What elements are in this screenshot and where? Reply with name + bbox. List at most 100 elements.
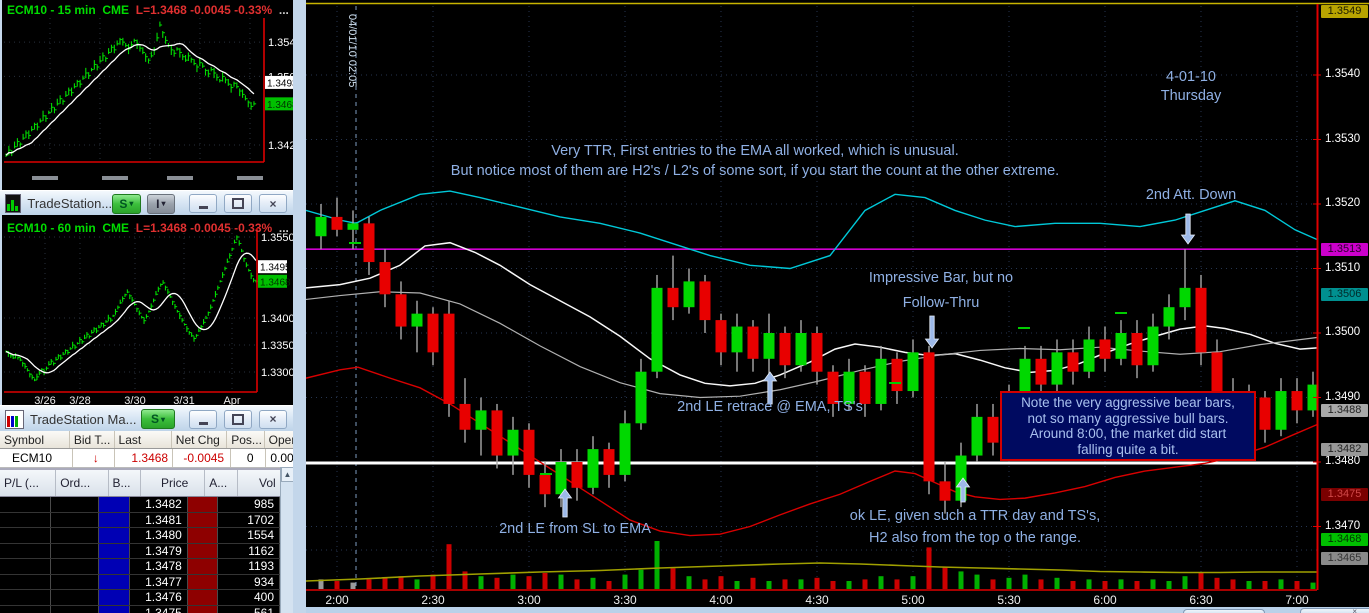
ask-cell[interactable] <box>187 574 219 589</box>
price-cell: 1.3476 <box>129 590 188 605</box>
ask-cell[interactable] <box>187 590 219 605</box>
minimize-icon <box>198 206 208 209</box>
order-cell <box>51 543 100 558</box>
column-header[interactable]: Last <box>115 431 172 448</box>
ladder-row[interactable]: 1.3482 985 <box>0 497 280 513</box>
date-tick-label: 3/30 <box>124 395 145 405</box>
ladder-row[interactable]: 1.3480 1554 <box>0 528 280 544</box>
quote-table-header: Symbol Bid T... Last Net Chg Pos... Open <box>0 431 293 449</box>
ladder-row[interactable]: 1.3479 1162 <box>0 543 280 559</box>
close-button[interactable]: × <box>259 409 287 429</box>
bid-cell[interactable] <box>99 543 130 558</box>
column-header[interactable]: B... <box>109 470 142 496</box>
axis-tick-label: 1.3480 <box>1325 455 1361 467</box>
ladder-header: P/L (... Ord... B... Price A... Vol <box>0 468 293 497</box>
ask-cell[interactable] <box>187 528 219 543</box>
column-header[interactable]: Price <box>141 470 206 496</box>
up-arrow-marker <box>557 488 573 518</box>
vol-cell: 1162 <box>218 543 280 558</box>
close-icon: × <box>269 412 277 426</box>
column-header[interactable]: Vol <box>259 476 276 490</box>
column-header[interactable]: Symbol <box>0 431 70 448</box>
pl-cell <box>0 497 52 512</box>
vol-cell: 1554 <box>218 528 280 543</box>
minimize-button[interactable] <box>189 409 217 429</box>
restore-icon <box>232 413 244 425</box>
ladder-row[interactable]: 1.3476 400 <box>0 590 280 606</box>
column-header[interactable]: P/L (... <box>0 470 57 496</box>
background-window-fragment[interactable] <box>1183 609 1265 613</box>
gridlines <box>306 6 1317 589</box>
price-cell: 1.3477 <box>129 574 188 589</box>
column-header[interactable]: Bid T... <box>70 431 115 448</box>
pl-cell <box>0 559 52 574</box>
upper_band-line <box>306 190 1318 270</box>
column-header[interactable]: Net Chg <box>172 431 228 448</box>
price-tag <box>258 260 287 274</box>
close-icon: × <box>269 196 277 211</box>
ladder-row[interactable]: 1.3475 561 <box>0 605 280 613</box>
bid-cell[interactable] <box>99 497 130 512</box>
ask-cell[interactable] <box>187 497 219 512</box>
ask-cell[interactable] <box>187 605 219 613</box>
restore-button[interactable] <box>224 409 252 429</box>
price-tag: 1.3482 <box>1321 442 1368 456</box>
window-title: TradeStation Ma... <box>30 411 137 427</box>
price-cell: 1.3481 <box>129 512 188 527</box>
pl-cell <box>0 543 52 558</box>
vol-cell: 934 <box>218 574 280 589</box>
bid-cell[interactable] <box>99 559 130 574</box>
down-arrow-marker <box>924 315 940 349</box>
column-header[interactable]: A... <box>205 470 238 496</box>
chart-window-5min: 04/01/10 02:05 Very TTR, First entries t… <box>306 0 1369 613</box>
column-header[interactable]: Pos... <box>227 431 265 448</box>
ladder-row[interactable]: 1.3477 934 <box>0 574 280 590</box>
volume-ma-line <box>306 562 1317 582</box>
position-cell: 0 <box>231 449 267 467</box>
axis-tick-label: 1.3350 <box>261 340 295 352</box>
bid-cell[interactable] <box>99 605 130 613</box>
vol-cell: 1702 <box>218 512 280 527</box>
bid-cell[interactable] <box>99 512 130 527</box>
ladder-row[interactable]: 1.3481 1702 <box>0 512 280 528</box>
close-button[interactable]: × <box>259 194 287 213</box>
ask-cell[interactable] <box>187 543 219 558</box>
bid-cell[interactable] <box>99 528 130 543</box>
column-header[interactable]: Ord... <box>56 470 109 496</box>
pl-cell <box>0 528 52 543</box>
axis-tick-label: 1.3510 <box>1325 261 1361 274</box>
matrix-window-titlebar[interactable]: TradeStation Ma... S ▾ × <box>0 405 293 433</box>
date-tick-label: 3/31 <box>173 395 194 405</box>
quote-row-ecm10[interactable]: ECM10 ↓ 1.3468 -0.0045 0 0.00 <box>0 449 293 468</box>
restore-button[interactable] <box>224 194 252 213</box>
chart-window-60min-titlebar[interactable]: TradeStation... S ▾ I ▾ × <box>0 190 293 217</box>
ladder-row[interactable]: 1.3478 1193 <box>0 559 280 575</box>
minimize-button[interactable] <box>189 194 217 213</box>
axis-tick-label: 1.3520 <box>1325 197 1361 209</box>
status-s-button[interactable]: S ▾ <box>141 409 175 429</box>
ladder-scrollbar[interactable]: ▲ <box>280 467 294 613</box>
chevron-down-icon: ▾ <box>161 414 166 424</box>
order-cell <box>51 528 100 543</box>
column-header[interactable]: Open <box>268 432 293 447</box>
ask-cell[interactable] <box>187 559 219 574</box>
pl-cell <box>0 574 52 589</box>
status-s-button[interactable]: S ▾ <box>112 193 141 214</box>
ask-cell[interactable] <box>187 512 219 527</box>
vol-cell: 1193 <box>218 559 280 574</box>
background-window-close-fragment[interactable]: × <box>1300 608 1369 613</box>
restore-icon <box>232 198 244 209</box>
price-cell: 1.3478 <box>129 559 188 574</box>
moving-average-line <box>5 252 257 374</box>
indicator-i-button[interactable]: I ▾ <box>146 193 175 214</box>
bid-cell[interactable] <box>99 574 130 589</box>
axis-tick-label: 1.3400 <box>261 313 295 325</box>
pl-cell <box>0 512 52 527</box>
time-tick-label: 4:00 <box>709 593 733 607</box>
bid-cell[interactable] <box>99 590 130 605</box>
price-tag <box>265 75 294 89</box>
axis-tick-label: 1.3530 <box>1325 132 1361 145</box>
